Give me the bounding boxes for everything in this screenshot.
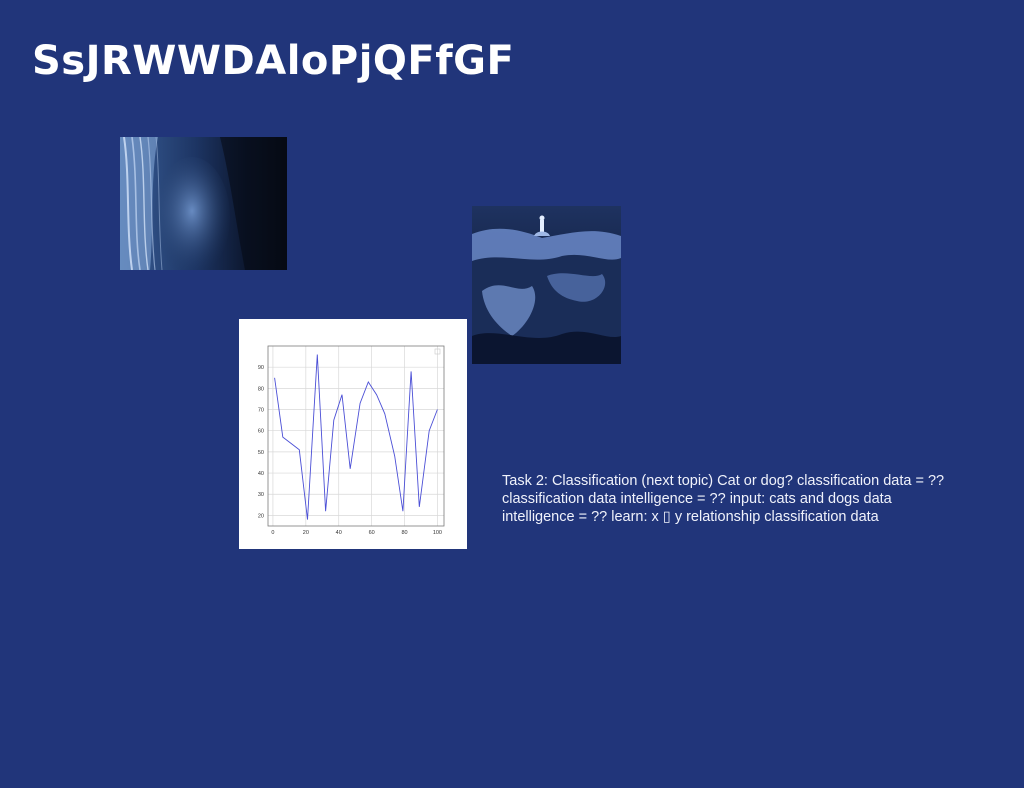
x-tick-label: 40 [336, 530, 342, 536]
y-tick-label: 60 [258, 429, 264, 435]
y-tick-label: 90 [258, 365, 264, 371]
x-tick-label: 0 [271, 530, 274, 536]
x-tick-label: 80 [401, 530, 407, 536]
y-tick-label: 70 [258, 408, 264, 414]
x-tick-label: 20 [303, 530, 309, 536]
slide-caption: Task 2: Classification (next topic) Cat … [502, 473, 945, 525]
legend-box [434, 348, 441, 355]
y-tick-label: 30 [258, 492, 264, 498]
y-tick-label: 50 [258, 450, 264, 456]
y-tick-label: 40 [258, 471, 264, 477]
series-line [274, 354, 438, 520]
y-tick-label: 20 [258, 513, 264, 519]
hair-photo [120, 137, 287, 270]
line-chart: 0 20 40 60 80 100 20 30 40 50 60 70 80 90 [239, 319, 467, 549]
plot-frame [267, 345, 445, 527]
chart-canvas: 0 20 40 60 80 100 20 30 40 50 60 70 80 90 [258, 345, 445, 536]
y-tick-label: 80 [258, 386, 264, 392]
x-tick-label: 100 [433, 530, 442, 536]
rock-landscape-photo [472, 206, 621, 364]
slide-title: SsJRWWDAloPjQFfGF [32, 38, 515, 84]
x-tick-label: 60 [369, 530, 375, 536]
